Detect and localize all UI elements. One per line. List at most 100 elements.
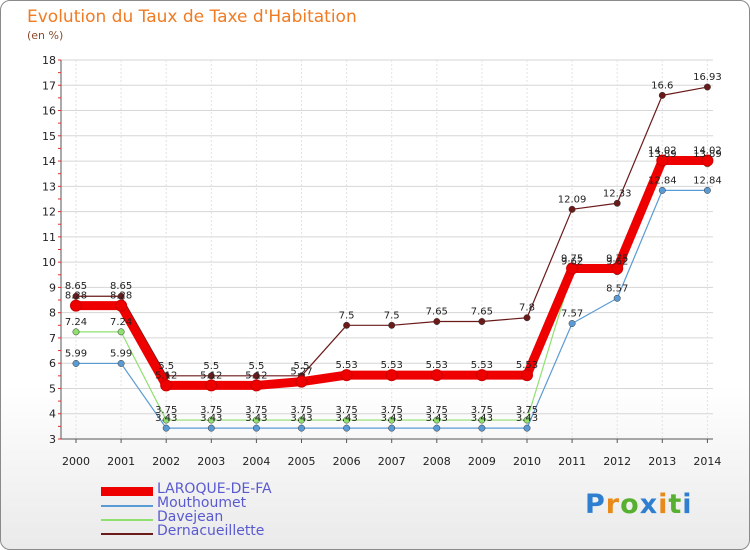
y-tick-label: 6: [49, 357, 56, 370]
data-point-laroque-de-fa: [340, 369, 353, 382]
data-point-mouthoumet: [478, 424, 486, 432]
data-label-mouthoumet: 3.43: [245, 413, 267, 424]
data-point-laroque-de-fa: [160, 379, 173, 392]
data-point-dernacueillette: [252, 372, 260, 380]
unit-label: (en %): [27, 29, 64, 42]
data-point-mouthoumet: [117, 360, 125, 367]
x-tick-label: 2004: [242, 455, 270, 468]
logo-letter: i: [682, 489, 693, 520]
data-point-laroque-de-fa: [611, 262, 624, 275]
data-label-dernacueillette: 7.8: [519, 303, 535, 314]
data-point-dernacueillette: [478, 318, 486, 325]
y-tick-label: 13: [42, 180, 56, 193]
data-label-mouthoumet: 3.43: [516, 413, 538, 424]
data-point-mouthoumet: [568, 320, 576, 327]
data-label-dernacueillette: 16.6: [651, 80, 673, 91]
x-tick-label: 2003: [197, 455, 225, 468]
data-point-davejean: [343, 416, 351, 424]
data-label-laroque-de-fa: 14.02: [693, 146, 722, 157]
data-label-davejean: 13.89: [648, 149, 677, 160]
data-point-laroque-de-fa: [115, 299, 128, 312]
data-label-mouthoumet: 3.43: [155, 413, 177, 424]
y-tick-label: 7: [49, 332, 56, 345]
data-point-davejean: [478, 416, 486, 424]
data-label-davejean: 3.75: [381, 405, 403, 416]
x-tick-label: 2013: [648, 455, 676, 468]
legend-item-mouthoumet: Mouthoumet: [101, 495, 401, 513]
data-label-mouthoumet: 5.99: [110, 348, 132, 359]
logo-letter: P: [585, 489, 606, 520]
data-label-davejean: 3.75: [335, 405, 357, 416]
data-point-davejean: [162, 416, 170, 424]
data-label-laroque-de-fa: 5.12: [200, 370, 222, 381]
data-point-laroque-de-fa: [430, 369, 443, 382]
data-label-mouthoumet: 3.43: [381, 413, 403, 424]
data-label-dernacueillette: 7.5: [339, 310, 355, 321]
data-point-mouthoumet: [252, 424, 260, 432]
data-label-laroque-de-fa: 5.53: [471, 360, 493, 371]
data-point-mouthoumet: [207, 424, 215, 432]
y-tick-label: 16: [42, 105, 56, 118]
data-point-dernacueillette: [703, 83, 711, 91]
data-point-mouthoumet: [388, 424, 396, 432]
data-point-mouthoumet: [343, 424, 351, 432]
legend-label-laroque: LAROQUE-DE-FA: [157, 481, 272, 497]
x-tick-label: 2008: [423, 455, 451, 468]
data-point-davejean: [117, 328, 125, 336]
legend-label-dernacueillette: Dernacueillette: [157, 523, 265, 539]
data-point-mouthoumet: [72, 360, 80, 367]
data-label-davejean: 3.75: [245, 405, 267, 416]
data-point-dernacueillette: [343, 321, 351, 329]
data-label-davejean: 3.75: [200, 405, 222, 416]
data-point-davejean: [72, 328, 80, 336]
data-label-dernacueillette: 12.33: [603, 188, 632, 199]
data-point-laroque-de-fa: [295, 375, 308, 388]
data-label-davejean: 3.75: [426, 405, 448, 416]
data-label-dernacueillette: 12.09: [558, 194, 587, 205]
chart-title: Evolution du Taux de Taxe d'Habitation: [27, 7, 357, 27]
data-label-laroque-de-fa: 5.12: [245, 370, 267, 381]
data-point-dernacueillette: [72, 292, 80, 300]
data-point-mouthoumet: [613, 294, 621, 302]
x-tick-label: 2002: [152, 455, 180, 468]
data-point-laroque-de-fa: [70, 299, 82, 312]
data-label-dernacueillette: 16.93: [693, 72, 722, 83]
data-label-dernacueillette: 8.65: [110, 281, 132, 292]
data-point-dernacueillette: [568, 205, 576, 213]
x-tick-label: 2012: [603, 455, 631, 468]
y-tick-label: 9: [49, 281, 56, 294]
data-label-davejean: 3.75: [155, 405, 177, 416]
data-label-laroque-de-fa: 5.27: [290, 367, 312, 378]
data-point-laroque-de-fa: [205, 379, 218, 392]
data-label-mouthoumet: 7.57: [561, 309, 583, 320]
x-tick-label: 2014: [693, 455, 721, 468]
data-point-laroque-de-fa: [385, 369, 398, 382]
x-tick-label: 2005: [288, 455, 316, 468]
data-point-mouthoumet: [658, 186, 666, 194]
data-point-laroque-de-fa: [521, 369, 533, 382]
data-label-davejean: 3.75: [516, 405, 538, 416]
y-tick-label: 14: [42, 155, 56, 168]
data-label-dernacueillette: 5.5: [158, 361, 174, 372]
data-label-davejean: 9.62: [561, 257, 583, 268]
y-tick-label: 10: [42, 256, 56, 269]
data-point-dernacueillette: [388, 321, 396, 329]
legend-swatch-mouthoumet: [101, 505, 153, 507]
x-tick-label: 2001: [107, 455, 135, 468]
x-tick-label: 2000: [62, 455, 90, 468]
data-label-mouthoumet: 8.57: [606, 283, 628, 294]
data-label-dernacueillette: 7.5: [384, 310, 400, 321]
data-label-mouthoumet: 3.43: [335, 413, 357, 424]
data-point-laroque-de-fa: [250, 379, 263, 392]
data-label-dernacueillette: 7.65: [426, 307, 448, 318]
x-tick-label: 2011: [558, 455, 586, 468]
data-label-laroque-de-fa: 5.53: [335, 360, 357, 371]
data-point-dernacueillette: [523, 314, 531, 322]
legend-swatch-davejean: [101, 519, 153, 521]
data-point-davejean: [252, 416, 260, 424]
data-point-davejean: [207, 416, 215, 424]
data-point-mouthoumet: [162, 424, 170, 432]
proxiti-logo: Proxiti: [585, 489, 693, 520]
data-point-mouthoumet: [523, 424, 531, 432]
